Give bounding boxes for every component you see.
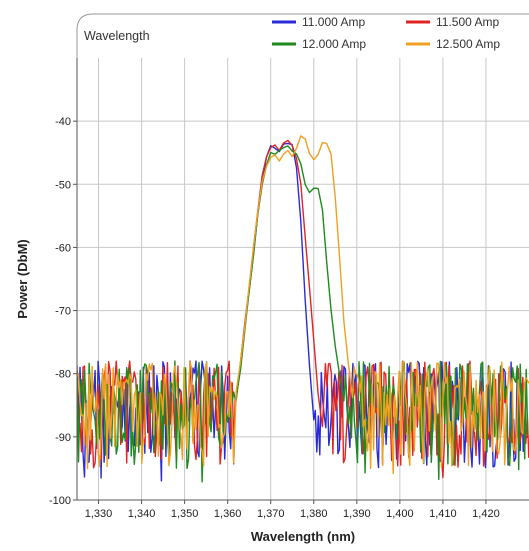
chart-title: Wavelength: [84, 29, 150, 43]
x-tick-label: 1,410: [429, 508, 457, 520]
x-tick-label: 1,350: [171, 508, 199, 520]
y-tick-label: -40: [55, 116, 71, 128]
x-tick-label: 1,340: [128, 508, 156, 520]
x-tick-label: 1,380: [300, 508, 328, 520]
y-tick-label: -70: [55, 306, 71, 318]
legend-label: 11.500 Amp: [436, 15, 499, 29]
axes: 1,330 1,340 1,350 1,360 1,370 1,380 1,390 1,400…: [49, 58, 529, 520]
x-tick-label: 1,420: [472, 508, 500, 520]
y-tick-label: -60: [55, 242, 71, 254]
y-tick-label: -80: [55, 369, 71, 381]
x-tick-label: 1,400: [386, 508, 414, 520]
legend: 11.000 Amp 11.500 Amp 12.000 Amp 12.500 Amp: [272, 15, 500, 51]
series-line: [77, 135, 529, 475]
header-panel: [76, 13, 529, 58]
series-line: [77, 145, 529, 483]
x-tick-label: 1,330: [85, 508, 113, 520]
legend-label: 12.500 Amp: [436, 37, 500, 51]
legend-label: 11.000 Amp: [302, 15, 365, 29]
x-axis-label: Wavelength (nm): [251, 529, 355, 544]
x-tick-label: 1,370: [257, 508, 285, 520]
x-tick-label: 1,360: [214, 508, 242, 520]
x-tick-label: 1,390: [343, 508, 371, 520]
series-lines: [77, 135, 529, 483]
y-tick-label: -90: [55, 432, 71, 444]
y-tick-label: -50: [55, 179, 71, 191]
y-tick-label: -100: [49, 495, 71, 507]
legend-label: 12.000 Amp: [302, 37, 366, 51]
y-axis-label: Power (DbM): [15, 239, 30, 318]
